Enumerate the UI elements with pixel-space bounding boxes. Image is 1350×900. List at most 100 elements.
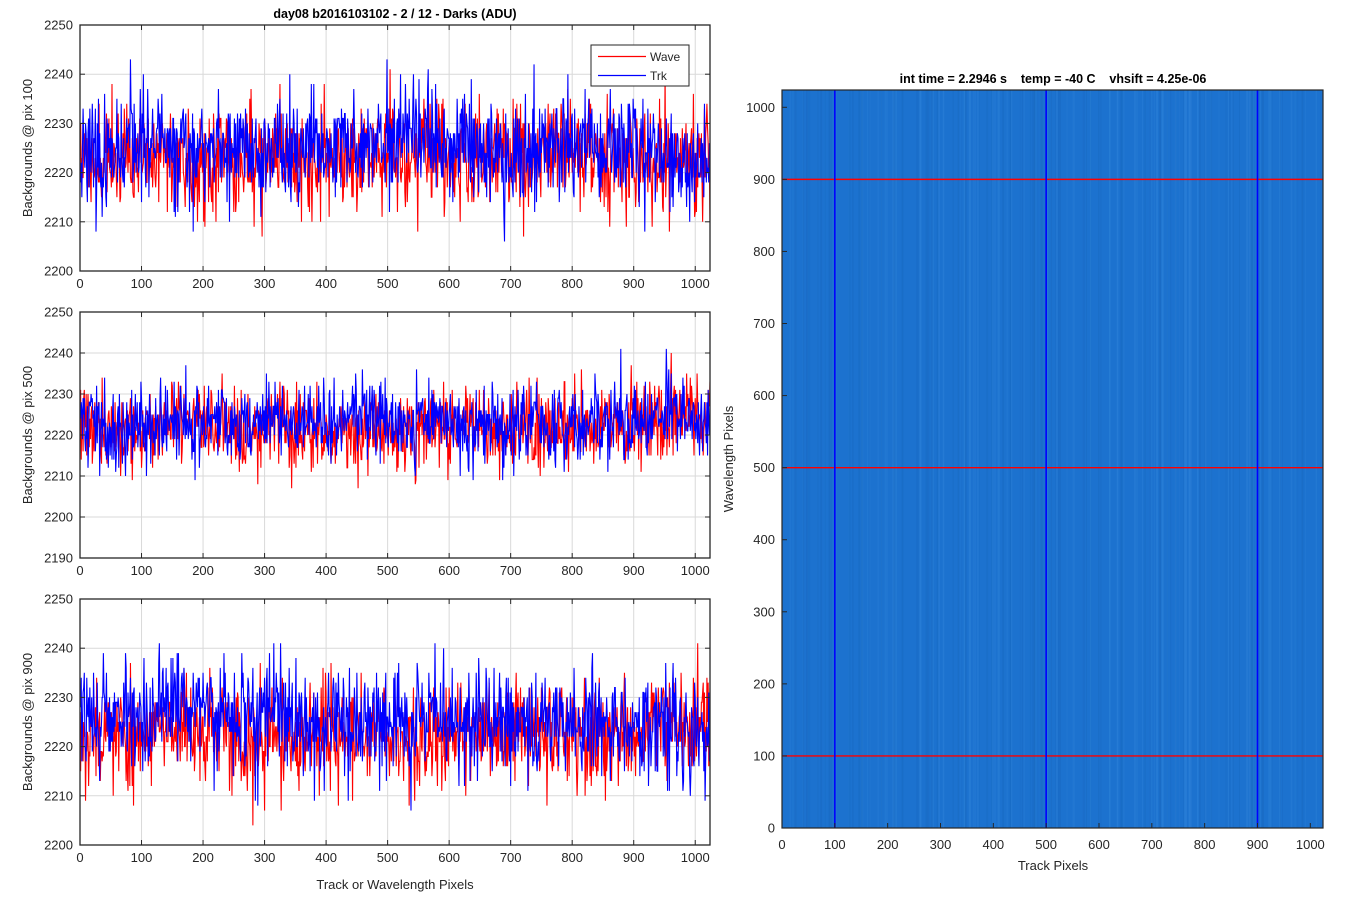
y-tick-label: 2220 (44, 739, 73, 754)
heatmap-texture-column (1251, 90, 1253, 828)
x-tick-label: 800 (561, 563, 583, 578)
heatmap-texture-column (942, 90, 945, 828)
x-tick-label: 200 (192, 276, 214, 291)
x-tick-label: 200 (877, 837, 899, 852)
x-tick-label: 700 (500, 563, 522, 578)
axes-box (79, 598, 711, 846)
heatmap-texture-column (925, 90, 928, 828)
heatmap-texture-column (1261, 90, 1263, 828)
heatmap-texture-column (976, 90, 979, 828)
heatmap-texture-column (1047, 90, 1049, 828)
heatmap-texture-column (880, 90, 882, 828)
heatmap-texture-column (1122, 90, 1124, 828)
heatmap-texture-column (1190, 90, 1192, 828)
y-tick-label: 500 (753, 460, 775, 475)
heatmap-texture-column (916, 90, 918, 828)
x-tick-label: 600 (438, 276, 460, 291)
heatmap-texture-column (1232, 90, 1234, 828)
left-panel-title: day08 b2016103102 - 2 / 12 - Darks (ADU) (273, 7, 516, 21)
heatmap-texture-column (1248, 90, 1251, 828)
heatmap-texture-column (884, 90, 886, 828)
heatmap-texture-column (1058, 90, 1059, 828)
x-tick-label: 100 (131, 850, 153, 865)
heatmap-texture-column (1050, 90, 1053, 828)
x-tick-label: 200 (192, 850, 214, 865)
image-xlabel: Track Pixels (1018, 858, 1089, 873)
heatmap-texture-column (1011, 90, 1013, 828)
x-tick-label: 0 (76, 850, 83, 865)
heatmap-texture-column (1161, 90, 1164, 828)
heatmap-texture-column (1210, 90, 1213, 828)
heatmap-texture-column (1225, 90, 1228, 828)
heatmap-texture-column (1246, 90, 1248, 828)
heatmap-texture-column (1116, 90, 1119, 828)
heatmap-texture-column (1073, 90, 1075, 828)
series-line-trk (80, 348, 710, 481)
heatmap-texture-column (1057, 90, 1059, 828)
heatmap-texture-column (886, 90, 887, 828)
y-tick-label: 1000 (746, 100, 775, 115)
subplot-pix-500: 0 100 200 300 400 500 600 700 800 900 1000 2190 2200… (20, 305, 711, 578)
heatmap-texture-column (807, 90, 809, 828)
heatmap-texture-column (972, 90, 975, 828)
heatmap-texture-column (1023, 90, 1025, 828)
heatmap-texture-column (979, 90, 980, 828)
x-tick-label: 1000 (681, 850, 710, 865)
heatmap-texture-column (894, 90, 896, 828)
heatmap-texture-column (808, 90, 811, 828)
series-line-trk (80, 59, 710, 242)
x-tick-label: 1000 (681, 563, 710, 578)
x-tick-label: 300 (930, 837, 952, 852)
series-line-trk (80, 643, 710, 811)
y-tick-label: 400 (753, 532, 775, 547)
x-tick-label: 800 (561, 276, 583, 291)
y-tick-label: 2240 (44, 641, 73, 656)
heatmap-texture-column (1037, 90, 1039, 828)
y-tick-label: 600 (753, 388, 775, 403)
heatmap-texture-column (1210, 90, 1212, 828)
heatmap-texture-column (986, 90, 988, 828)
image-title: int time = 2.2946 s temp = -40 C vhsift … (900, 72, 1207, 86)
heatmap-texture-column (1156, 90, 1158, 828)
heatmap-texture-column (1055, 90, 1057, 828)
y-tick-label: 2220 (44, 428, 73, 443)
heatmap-texture-column (820, 90, 823, 828)
x-tick-label: 500 (377, 276, 399, 291)
heatmap-texture-column (1108, 90, 1111, 828)
x-tick-label: 400 (315, 563, 337, 578)
heatmap-texture-column (918, 90, 920, 828)
heatmap-texture-column (1231, 90, 1233, 828)
heatmap-texture-column (931, 90, 933, 828)
legend-trk-label: Trk (650, 69, 668, 83)
heatmap-texture-column (1006, 90, 1008, 828)
heatmap-texture-column (1186, 90, 1187, 828)
x-tick-label: 500 (1035, 837, 1057, 852)
heatmap-texture-column (1321, 90, 1323, 828)
y-tick-label: 2240 (44, 346, 73, 361)
heatmap-texture-column (848, 90, 850, 828)
x-tick-label: 900 (623, 563, 645, 578)
heatmap-texture-column (895, 90, 897, 828)
heatmap-background (782, 90, 1323, 828)
heatmap-texture-column (1269, 90, 1272, 828)
y-axis-label: Backgrounds @ pix 100 (20, 79, 35, 217)
y-tick-label: 2250 (44, 592, 73, 607)
x-tick-label: 1000 (1296, 837, 1325, 852)
heatmap-texture-column (866, 90, 869, 828)
heatmap-texture-column (1009, 90, 1011, 828)
x-tick-label: 600 (438, 563, 460, 578)
heatmap-texture-column (1134, 90, 1136, 828)
heatmap-texture-column (1282, 90, 1283, 828)
heatmap-texture-column (1249, 90, 1251, 828)
heatmap-texture-column (1255, 90, 1257, 828)
heatmap-texture-column (1189, 90, 1192, 828)
y-tick-label: 2250 (44, 18, 73, 33)
heatmap-texture-column (1239, 90, 1240, 828)
heatmap-texture-column (1153, 90, 1155, 828)
y-tick-label: 200 (753, 676, 775, 691)
x-tick-label: 300 (254, 563, 276, 578)
axes-box (79, 24, 711, 272)
heatmap-texture-column (1178, 90, 1180, 828)
heatmap-texture-column (1251, 90, 1253, 828)
